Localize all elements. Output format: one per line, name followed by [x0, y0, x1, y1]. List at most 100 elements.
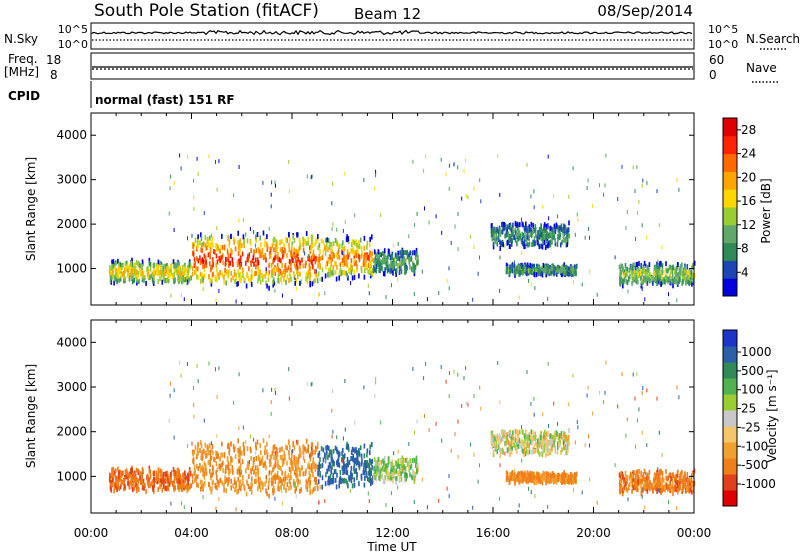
velocity-cell — [110, 473, 113, 479]
velocity-cell — [541, 441, 544, 447]
velocity-cell — [547, 451, 549, 457]
power-cell — [297, 271, 300, 277]
power-cell — [273, 247, 275, 253]
power-cell — [304, 263, 307, 269]
freq-panel-frame — [90, 52, 695, 80]
power-cell — [252, 255, 255, 261]
velocity-cell — [520, 447, 523, 453]
power-cell — [534, 224, 537, 230]
velocity-cell — [363, 453, 366, 459]
velocity-cell — [210, 455, 213, 461]
velocity-cell — [280, 466, 282, 471]
power-cell — [116, 275, 118, 281]
power-cell — [341, 258, 344, 263]
power-cell — [182, 275, 184, 281]
velocity-cell — [295, 472, 297, 478]
power-cell — [183, 269, 186, 275]
velocity-cell — [688, 481, 691, 487]
power-cell — [217, 272, 220, 278]
velocity-cell — [361, 458, 363, 464]
power-cell — [543, 267, 545, 273]
power-cell — [656, 274, 659, 280]
power-cell — [642, 178, 644, 183]
power-cell — [360, 268, 363, 273]
velocity-cell — [314, 479, 317, 485]
freq-tick-top: 18 — [46, 53, 61, 67]
velocity-cell — [646, 488, 649, 494]
power-cell — [174, 263, 177, 269]
power-cell — [657, 267, 659, 273]
velocity-cell — [346, 480, 348, 486]
power-cell — [375, 268, 377, 274]
power-cell — [282, 251, 285, 257]
velocity-cell — [400, 471, 402, 477]
power-cell — [277, 256, 280, 262]
velocity-cell — [499, 439, 502, 445]
power-cell — [350, 281, 352, 285]
y-tick-label: 2000 — [56, 217, 87, 231]
power-cell — [529, 231, 532, 237]
velocity-cell — [256, 439, 259, 445]
power-cell — [275, 247, 278, 253]
velocity-cell — [317, 452, 320, 458]
velocity-cell — [264, 481, 266, 487]
velocity-cell — [522, 476, 524, 481]
velocity-cell — [509, 431, 512, 437]
velocity-cell — [383, 460, 385, 466]
power-cell — [239, 261, 241, 266]
velocity-cell — [369, 468, 372, 474]
power-cell — [630, 265, 632, 271]
velocity-cell — [317, 465, 319, 470]
power-cell — [671, 265, 673, 271]
power-cell — [128, 275, 131, 281]
velocity-cell — [148, 468, 151, 474]
velocity-cell — [307, 448, 309, 454]
power-cell — [202, 287, 204, 292]
velocity-cell — [643, 485, 645, 491]
power-cell — [209, 261, 211, 267]
velocity-cell — [659, 477, 661, 483]
power-cell — [172, 259, 175, 265]
velocity-cell — [296, 460, 298, 466]
power-cell — [636, 264, 639, 270]
power-cell — [200, 247, 202, 253]
power-cell — [250, 248, 252, 254]
power-cell — [268, 251, 271, 257]
velocity-cell — [384, 475, 386, 480]
power-cell — [575, 263, 578, 269]
power-cell — [383, 253, 385, 259]
power-cell — [307, 240, 309, 246]
velocity-cell — [528, 449, 531, 455]
power-cell — [535, 272, 538, 278]
velocity-cell — [371, 475, 374, 481]
power-cell — [619, 280, 621, 286]
power-cell — [360, 245, 363, 251]
power-cell — [317, 234, 319, 240]
power-cell — [275, 242, 278, 248]
power-cell — [530, 227, 532, 233]
velocity-cell — [648, 469, 651, 475]
velocity-cell — [494, 436, 496, 442]
power-ylabel: Slant Range [km] — [24, 157, 38, 261]
velocity-cell — [342, 470, 344, 476]
velocity-cell — [124, 469, 127, 475]
power-cell — [557, 265, 560, 271]
velocity-cell — [550, 445, 553, 451]
power-cell — [238, 165, 240, 169]
velocity-cell — [512, 436, 515, 442]
velocity-cell — [636, 472, 639, 478]
velocity-cell — [524, 434, 526, 440]
power-cell — [184, 263, 186, 269]
power-cell — [315, 269, 317, 274]
power-cell — [377, 249, 380, 255]
power-cell — [173, 268, 176, 274]
velocity-cell — [533, 471, 535, 477]
velocity-cell — [257, 486, 259, 492]
velocity-cell — [286, 445, 288, 451]
power-cell — [197, 234, 199, 240]
velocity-cell — [171, 482, 174, 487]
velocity-cell — [646, 479, 649, 485]
power-cell — [565, 229, 568, 235]
velocity-cell — [272, 490, 274, 496]
power-cell — [563, 228, 565, 234]
